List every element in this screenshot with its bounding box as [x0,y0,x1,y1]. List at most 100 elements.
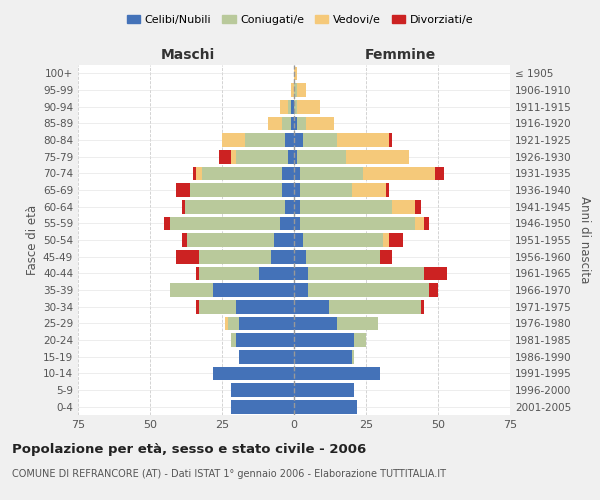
Bar [305,250,380,264]
Bar [389,233,403,247]
Bar [294,250,305,264]
Bar [297,116,305,130]
Bar [294,266,308,280]
Bar [294,283,308,297]
Bar [280,216,294,230]
Bar [283,116,291,130]
Text: Maschi: Maschi [160,48,215,62]
Bar [424,266,446,280]
Bar [294,350,352,364]
Bar [286,200,294,213]
Bar [170,216,280,230]
Text: Popolazione per età, sesso e stato civile - 2006: Popolazione per età, sesso e stato civil… [12,442,366,456]
Bar [294,133,302,147]
Bar [230,400,294,413]
Bar [294,216,300,230]
Bar [291,116,294,130]
Bar [222,133,245,147]
Bar [196,166,202,180]
Bar [190,183,283,197]
Bar [297,83,305,97]
Legend: Celibi/Nubili, Coniugati/e, Vedovi/e, Divorziati/e: Celibi/Nubili, Coniugati/e, Vedovi/e, Di… [122,10,478,29]
Bar [182,233,187,247]
Bar [421,300,424,314]
Bar [176,250,199,264]
Bar [352,350,355,364]
Bar [176,183,190,197]
Bar [294,66,297,80]
Bar [294,150,297,164]
Bar [380,250,392,264]
Bar [302,233,383,247]
Bar [283,166,294,180]
Bar [239,316,294,330]
Bar [214,283,294,297]
Bar [239,350,294,364]
Bar [329,300,421,314]
Bar [259,266,294,280]
Bar [383,233,389,247]
Bar [389,133,392,147]
Bar [236,333,294,347]
Bar [300,216,415,230]
Bar [300,200,392,213]
Bar [230,150,236,164]
Bar [288,100,291,114]
Bar [297,150,346,164]
Bar [363,166,435,180]
Bar [230,383,294,397]
Bar [415,200,421,213]
Bar [196,266,199,280]
Bar [185,200,286,213]
Bar [164,216,170,230]
Bar [214,366,294,380]
Bar [219,150,230,164]
Bar [193,166,196,180]
Bar [236,150,288,164]
Bar [337,133,389,147]
Bar [294,316,337,330]
Bar [294,400,358,413]
Y-axis label: Fasce di età: Fasce di età [26,205,39,275]
Bar [305,116,334,130]
Bar [294,166,300,180]
Bar [337,316,377,330]
Bar [308,283,430,297]
Bar [196,300,199,314]
Bar [199,250,271,264]
Text: Femmine: Femmine [365,48,436,62]
Bar [291,100,294,114]
Bar [280,100,288,114]
Bar [199,266,259,280]
Bar [392,200,415,213]
Bar [187,233,274,247]
Bar [424,216,430,230]
Bar [435,166,444,180]
Bar [286,133,294,147]
Bar [346,150,409,164]
Y-axis label: Anni di nascita: Anni di nascita [578,196,591,284]
Bar [294,383,355,397]
Bar [355,333,366,347]
Bar [199,300,236,314]
Bar [415,216,424,230]
Bar [294,183,300,197]
Bar [430,283,438,297]
Bar [352,183,386,197]
Bar [294,200,300,213]
Bar [274,233,294,247]
Bar [294,233,302,247]
Bar [294,83,297,97]
Bar [236,300,294,314]
Bar [283,183,294,197]
Bar [228,316,239,330]
Bar [300,166,363,180]
Bar [245,133,286,147]
Text: COMUNE DI REFRANCORE (AT) - Dati ISTAT 1° gennaio 2006 - Elaborazione TUTTITALIA: COMUNE DI REFRANCORE (AT) - Dati ISTAT 1… [12,469,446,479]
Bar [308,266,424,280]
Bar [291,83,294,97]
Bar [297,100,320,114]
Bar [294,300,329,314]
Bar [386,183,389,197]
Bar [294,116,297,130]
